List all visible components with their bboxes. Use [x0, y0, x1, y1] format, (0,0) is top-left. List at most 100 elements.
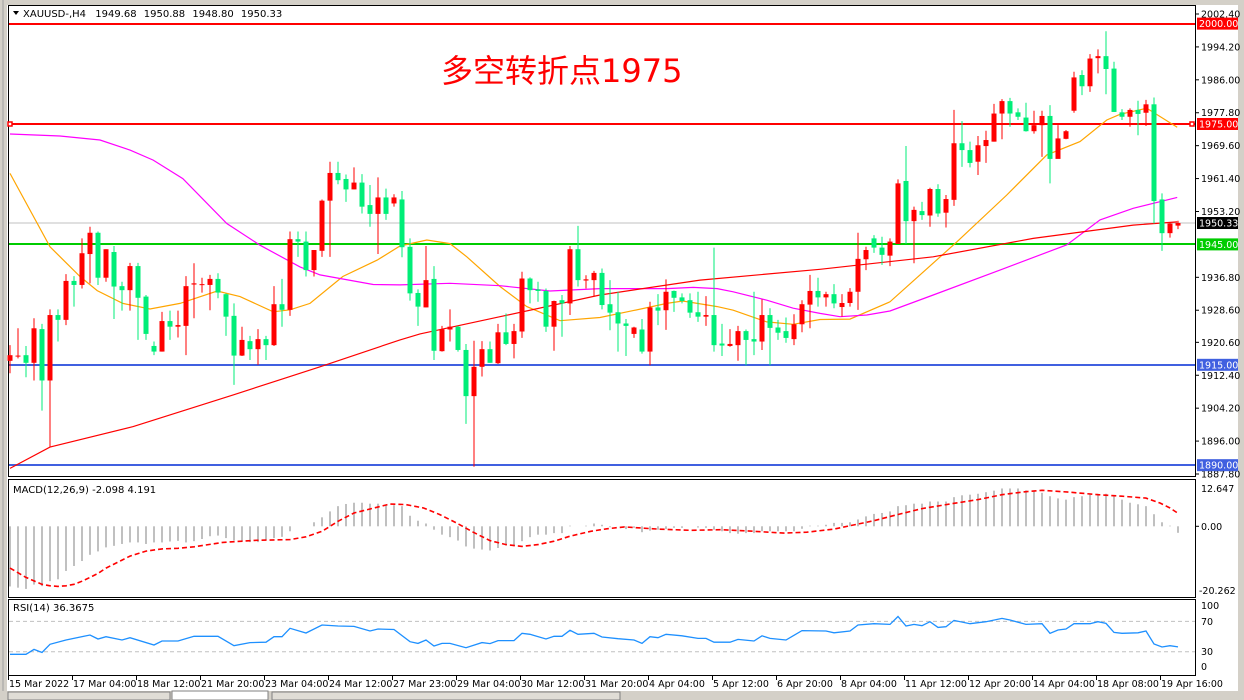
candle	[559, 294, 565, 337]
time-tick-label: 14 Apr 04:00	[1033, 679, 1095, 690]
candle-body	[751, 339, 757, 342]
candle	[495, 323, 501, 365]
line-anchor-handle[interactable]	[7, 121, 13, 127]
candle-body	[231, 315, 237, 356]
candle	[263, 335, 269, 361]
macd-panel[interactable]	[8, 479, 1196, 598]
candle-body	[431, 278, 437, 351]
candle	[983, 130, 989, 163]
candle	[271, 286, 277, 346]
candle	[895, 179, 901, 244]
time-tick-label: 15 Mar 2022	[9, 679, 69, 690]
candle	[1127, 108, 1133, 127]
rsi-axis-100: 100	[1201, 601, 1219, 612]
candle-body	[127, 266, 133, 291]
triangle-down-icon[interactable]	[13, 11, 19, 15]
candle	[279, 278, 285, 327]
rsi-line	[10, 615, 1179, 655]
candle	[319, 199, 325, 257]
candle	[431, 266, 437, 361]
candle-body	[207, 278, 213, 285]
candle	[991, 103, 997, 142]
candle-body	[543, 290, 549, 327]
candle	[1151, 97, 1157, 224]
candle-body	[31, 328, 37, 363]
candle-body	[1095, 56, 1101, 59]
candle-body	[151, 345, 157, 352]
candle-body	[927, 189, 933, 216]
candle	[239, 326, 245, 356]
candle	[999, 99, 1005, 140]
candle-body	[1023, 117, 1029, 132]
candle-body	[775, 327, 781, 333]
candle-body	[511, 331, 517, 344]
chart-tab-3[interactable]	[271, 691, 621, 700]
candle	[871, 235, 877, 253]
candle-body	[735, 331, 741, 346]
candle	[759, 299, 765, 350]
candle-body	[679, 297, 685, 301]
price-tick-label: 1969.60	[1201, 141, 1240, 152]
candle	[143, 294, 149, 340]
macd-axis-zero: 0.00	[1201, 522, 1222, 533]
candle-body	[519, 278, 525, 332]
candle-body	[71, 280, 77, 285]
candle	[375, 177, 381, 255]
level-price-label: 1945.00	[1199, 240, 1238, 251]
macd-label: MACD(12,26,9) -2.098 4.191	[13, 485, 156, 496]
candle-body	[583, 279, 589, 281]
candle	[151, 341, 157, 356]
candle-body	[479, 349, 485, 367]
candle-body	[63, 280, 69, 320]
candle	[655, 294, 661, 326]
line-anchor-handle[interactable]	[1189, 121, 1195, 127]
candle-body	[223, 294, 229, 317]
candle	[791, 314, 797, 346]
candle-body	[215, 278, 221, 293]
candle-body	[1103, 56, 1109, 69]
level-price-label: 1890.00	[1199, 461, 1238, 472]
candle	[775, 319, 781, 340]
open-value: 1949.68	[95, 9, 136, 20]
candle	[967, 141, 973, 168]
main-price-panel[interactable]	[8, 5, 1196, 477]
chart-tab-1[interactable]	[7, 691, 171, 700]
chart-annotation-text[interactable]: 多空转折点1975	[441, 52, 682, 90]
candle-body	[463, 349, 469, 397]
candle	[407, 238, 413, 301]
candle	[103, 249, 109, 282]
candle	[479, 341, 485, 377]
candle-body	[495, 332, 501, 364]
candle	[1007, 97, 1013, 127]
candle	[487, 341, 493, 363]
candle-body	[655, 307, 661, 311]
candle-body	[839, 303, 845, 308]
candle-body	[703, 315, 709, 317]
candle-body	[183, 286, 189, 326]
candle	[975, 136, 981, 175]
candle-body	[95, 232, 101, 278]
rsi-axis-0: 0	[1201, 662, 1207, 673]
candle	[311, 250, 317, 277]
candle	[71, 276, 77, 307]
candle	[823, 291, 829, 307]
chart-tab-2-active[interactable]	[171, 690, 269, 700]
candle	[247, 335, 253, 361]
candle	[383, 188, 389, 220]
candle-body	[199, 284, 205, 286]
candle	[751, 291, 757, 356]
candle-body	[15, 355, 21, 357]
candle	[63, 274, 69, 326]
candle	[1047, 105, 1053, 184]
candle	[199, 277, 205, 293]
candle-body	[991, 113, 997, 142]
candle	[815, 277, 821, 307]
candle	[359, 174, 365, 214]
candle-body	[247, 341, 253, 350]
candle	[447, 309, 453, 342]
candle	[455, 325, 461, 352]
candle	[399, 191, 405, 258]
candle-body	[967, 150, 973, 163]
candle-body	[399, 199, 405, 248]
